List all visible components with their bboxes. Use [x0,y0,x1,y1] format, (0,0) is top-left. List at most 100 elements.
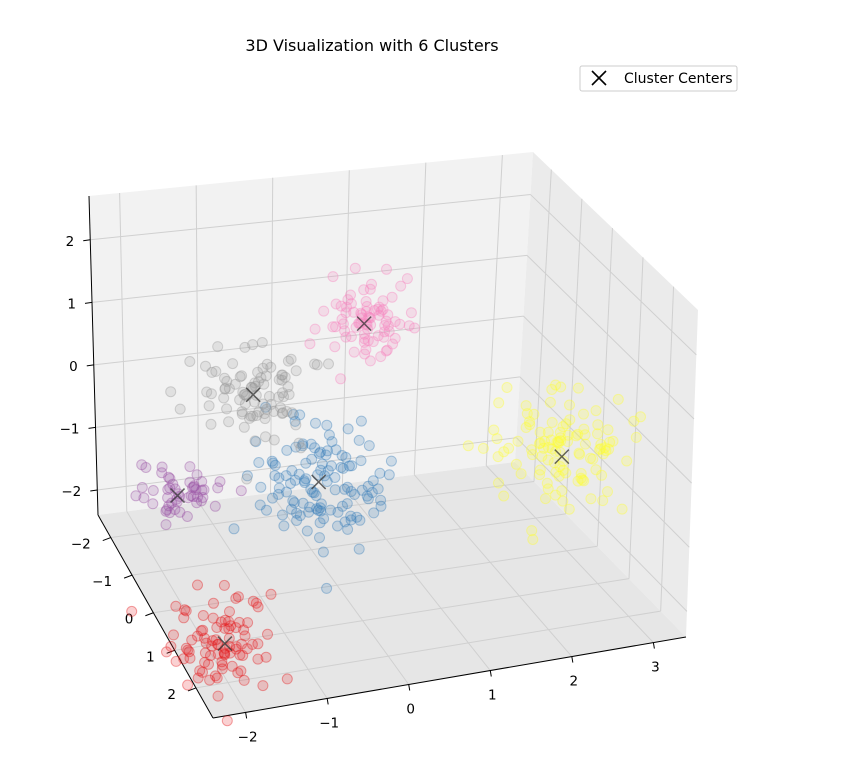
data-point [550,379,562,391]
data-point [183,646,195,658]
data-point [206,366,218,378]
data-point [164,473,176,484]
data-point [309,442,321,454]
data-point [252,601,264,613]
y-axis-line [97,514,214,719]
data-point [380,345,392,357]
grid-line [195,610,661,689]
y-tick-mark [166,649,175,654]
data-point [325,460,337,472]
data-point [317,546,329,558]
cluster-center-x-icon [356,316,372,332]
data-point [375,351,387,363]
data-point [550,489,561,501]
data-point [286,407,298,419]
data-point [219,372,230,384]
data-point [239,341,251,353]
data-point [520,400,532,412]
data-point [219,648,230,660]
data-point [540,493,551,505]
grid-line [565,198,583,514]
data-point [197,610,209,621]
data-point [314,502,326,514]
data-point [546,443,558,455]
data-point [203,658,214,670]
data-point [258,378,270,390]
data-point [360,318,372,330]
data-point [221,375,233,387]
data-point [252,653,264,665]
data-point [355,455,367,467]
floor-pane [98,462,686,718]
data-point [285,353,297,365]
data-point [326,436,338,448]
data-point [188,480,200,492]
grid-line [485,155,503,466]
data-point [257,398,269,410]
data-point [241,643,253,655]
data-point [555,435,567,447]
grid-line [341,170,350,484]
data-point [348,346,360,358]
data-point [372,330,384,342]
data-point [198,484,210,496]
data-point [196,476,208,488]
data-point [346,460,358,472]
grid-line [530,194,697,356]
x-tick-label: −1 [319,715,339,731]
y-tick-label: −1 [92,574,112,590]
data-point [130,490,142,502]
data-point [548,457,560,469]
data-point [285,478,296,489]
data-point [574,448,586,460]
data-point [578,423,590,435]
data-point [187,482,198,494]
data-point [205,650,216,662]
data-point [223,623,235,635]
data-point [211,672,223,684]
data-point [542,483,554,495]
data-point [250,389,262,401]
data-point [341,498,353,510]
grid-line [90,194,531,241]
data-point [575,472,587,484]
data-point [305,438,317,450]
data-point [359,333,370,345]
data-point [136,482,148,493]
data-point [184,461,196,473]
data-point [254,499,266,511]
axes [83,195,687,719]
data-point [312,469,324,481]
data-point [364,283,376,295]
z-tick-label: 2 [66,234,75,250]
grid-lines [90,155,697,713]
data-point [572,382,584,394]
data-point [221,403,233,415]
data-point [212,638,224,650]
z-tick-mark [84,301,93,304]
data-point [493,477,504,489]
data-point [234,394,246,406]
data-point [488,424,500,436]
data-point [564,414,576,426]
data-point [287,409,299,420]
data-point [542,442,554,453]
data-point [342,423,354,435]
data-point [276,374,288,386]
data-point [560,418,572,430]
data-point [360,305,372,317]
data-point [265,588,277,600]
data-point [337,500,348,512]
data-point [195,495,207,507]
grid-line [526,254,695,420]
cluster-points [130,459,247,531]
data-point [290,365,302,377]
data-point [630,431,642,443]
data-point [325,504,336,516]
grid-line [93,315,524,366]
data-point [554,426,566,438]
data-point [536,450,548,462]
data-point [199,656,211,668]
data-point [249,377,261,389]
data-point [373,309,385,321]
